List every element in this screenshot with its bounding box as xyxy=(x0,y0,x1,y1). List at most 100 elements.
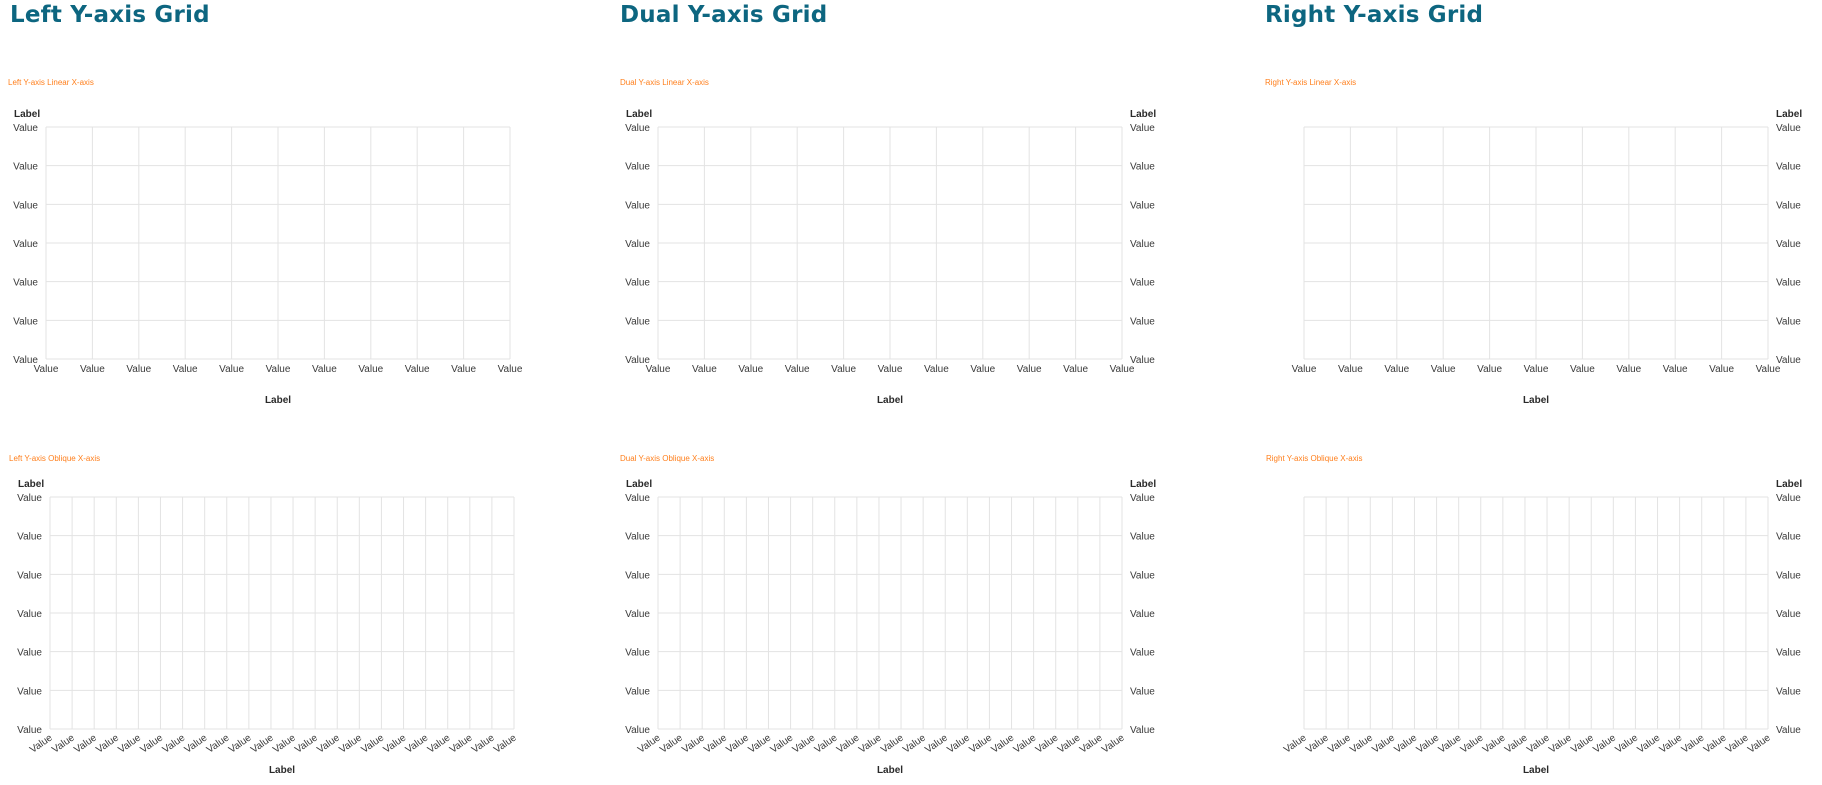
y-tick-label-left: Value xyxy=(17,493,42,504)
x-tick-label: Value xyxy=(1384,364,1409,375)
x-tick-label: Value xyxy=(1613,732,1640,756)
x-tick-label: Value xyxy=(498,364,523,375)
y-tick-label-left: Value xyxy=(625,648,650,659)
x-axis-label: Label xyxy=(1523,765,1549,776)
y-tick-label-left: Value xyxy=(625,355,650,366)
chart-title: Left Y-axis Linear X-axis xyxy=(8,78,94,87)
chart-title: Dual Y-axis Linear X-axis xyxy=(620,78,709,87)
x-axis-label: Label xyxy=(877,765,903,776)
x-tick-label: Value xyxy=(219,364,244,375)
y-tick-label-right: Value xyxy=(1130,686,1155,697)
x-tick-label: Value xyxy=(1338,364,1363,375)
y-tick-label-left: Value xyxy=(625,532,650,543)
y-tick-label-right: Value xyxy=(1130,570,1155,581)
x-tick-label: Value xyxy=(1370,732,1397,756)
column-title-right: Right Y-axis Grid xyxy=(1265,2,1484,28)
x-axis-label: Label xyxy=(265,395,291,406)
y-tick-label-left: Value xyxy=(17,686,42,697)
y-tick-label-right: Value xyxy=(1130,609,1155,620)
y-axis-label-left: Label xyxy=(14,109,40,120)
y-axis-label-left: Label xyxy=(626,109,652,120)
y-axis-label-right: Label xyxy=(1130,479,1156,490)
y-tick-label-left: Value xyxy=(13,239,38,250)
x-tick-label: Value xyxy=(1680,732,1707,756)
y-tick-label-right: Value xyxy=(1776,200,1801,211)
x-tick-label: Value xyxy=(1282,732,1309,756)
x-tick-label: Value xyxy=(80,364,105,375)
x-tick-label: Value xyxy=(1591,732,1618,756)
y-tick-label-left: Value xyxy=(17,570,42,581)
x-tick-label: Value xyxy=(1110,364,1135,375)
x-tick-label: Value xyxy=(34,364,59,375)
x-tick-label: Value xyxy=(1063,364,1088,375)
x-tick-label: Value xyxy=(1636,732,1663,756)
x-tick-label: Value xyxy=(1663,364,1688,375)
x-tick-label: Value xyxy=(312,364,337,375)
y-tick-label-left: Value xyxy=(625,239,650,250)
y-tick-label-left: Value xyxy=(13,316,38,327)
x-tick-label: Value xyxy=(1326,732,1353,756)
y-tick-label-right: Value xyxy=(1776,316,1801,327)
column-title-left: Left Y-axis Grid xyxy=(10,2,210,28)
y-tick-label-right: Value xyxy=(1776,609,1801,620)
y-axis-label-left: Label xyxy=(626,479,652,490)
y-tick-label-right: Value xyxy=(1776,570,1801,581)
y-tick-label-left: Value xyxy=(13,200,38,211)
y-tick-label-left: Value xyxy=(625,686,650,697)
y-tick-label-left: Value xyxy=(17,648,42,659)
x-tick-label: Value xyxy=(1304,732,1331,756)
y-tick-label-left: Value xyxy=(625,570,650,581)
y-tick-label-left: Value xyxy=(625,200,650,211)
y-tick-label-right: Value xyxy=(1776,725,1801,736)
y-tick-label-right: Value xyxy=(1130,648,1155,659)
y-tick-label-left: Value xyxy=(625,162,650,173)
x-tick-label: Value xyxy=(970,364,995,375)
y-tick-label-left: Value xyxy=(17,609,42,620)
y-tick-label-left: Value xyxy=(625,316,650,327)
x-tick-label: Value xyxy=(1709,364,1734,375)
x-tick-label: Value xyxy=(1569,732,1596,756)
y-tick-label-left: Value xyxy=(625,609,650,620)
x-tick-label: Value xyxy=(266,364,291,375)
column-title-dual: Dual Y-axis Grid xyxy=(620,2,828,28)
x-tick-label: Value xyxy=(451,364,476,375)
y-tick-label-left: Value xyxy=(13,278,38,289)
y-axis-label-right: Label xyxy=(1776,479,1802,490)
x-tick-label: Value xyxy=(1724,732,1751,756)
y-tick-label-right: Value xyxy=(1776,278,1801,289)
y-tick-label-right: Value xyxy=(1776,355,1801,366)
y-tick-label-left: Value xyxy=(13,162,38,173)
x-tick-label: Value xyxy=(1481,732,1508,756)
y-tick-label-right: Value xyxy=(1130,278,1155,289)
y-tick-label-left: Value xyxy=(625,725,650,736)
x-axis-label: Label xyxy=(1523,395,1549,406)
y-tick-label-right: Value xyxy=(1776,123,1801,134)
y-tick-label-right: Value xyxy=(1130,493,1155,504)
chart-title: Left Y-axis Oblique X-axis xyxy=(9,454,100,463)
y-tick-label-right: Value xyxy=(1776,493,1801,504)
chart-title: Right Y-axis Linear X-axis xyxy=(1265,78,1356,87)
x-tick-label: Value xyxy=(831,364,856,375)
x-tick-label: Value xyxy=(1393,732,1420,756)
y-tick-label-left: Value xyxy=(625,493,650,504)
x-tick-label: Value xyxy=(126,364,151,375)
x-tick-label: Value xyxy=(405,364,430,375)
y-tick-label-right: Value xyxy=(1776,648,1801,659)
x-tick-label: Value xyxy=(1570,364,1595,375)
chart-title: Dual Y-axis Oblique X-axis xyxy=(620,454,714,463)
x-tick-label: Value xyxy=(1292,364,1317,375)
x-tick-label: Value xyxy=(1477,364,1502,375)
x-tick-label: Value xyxy=(692,364,717,375)
y-tick-label-right: Value xyxy=(1130,162,1155,173)
x-tick-label: Value xyxy=(1702,732,1729,756)
y-tick-label-right: Value xyxy=(1776,239,1801,250)
x-tick-label: Value xyxy=(1547,732,1574,756)
y-tick-label-right: Value xyxy=(1130,316,1155,327)
y-tick-label-left: Value xyxy=(13,123,38,134)
x-tick-label: Value xyxy=(1746,732,1773,756)
y-tick-label-right: Value xyxy=(1130,532,1155,543)
